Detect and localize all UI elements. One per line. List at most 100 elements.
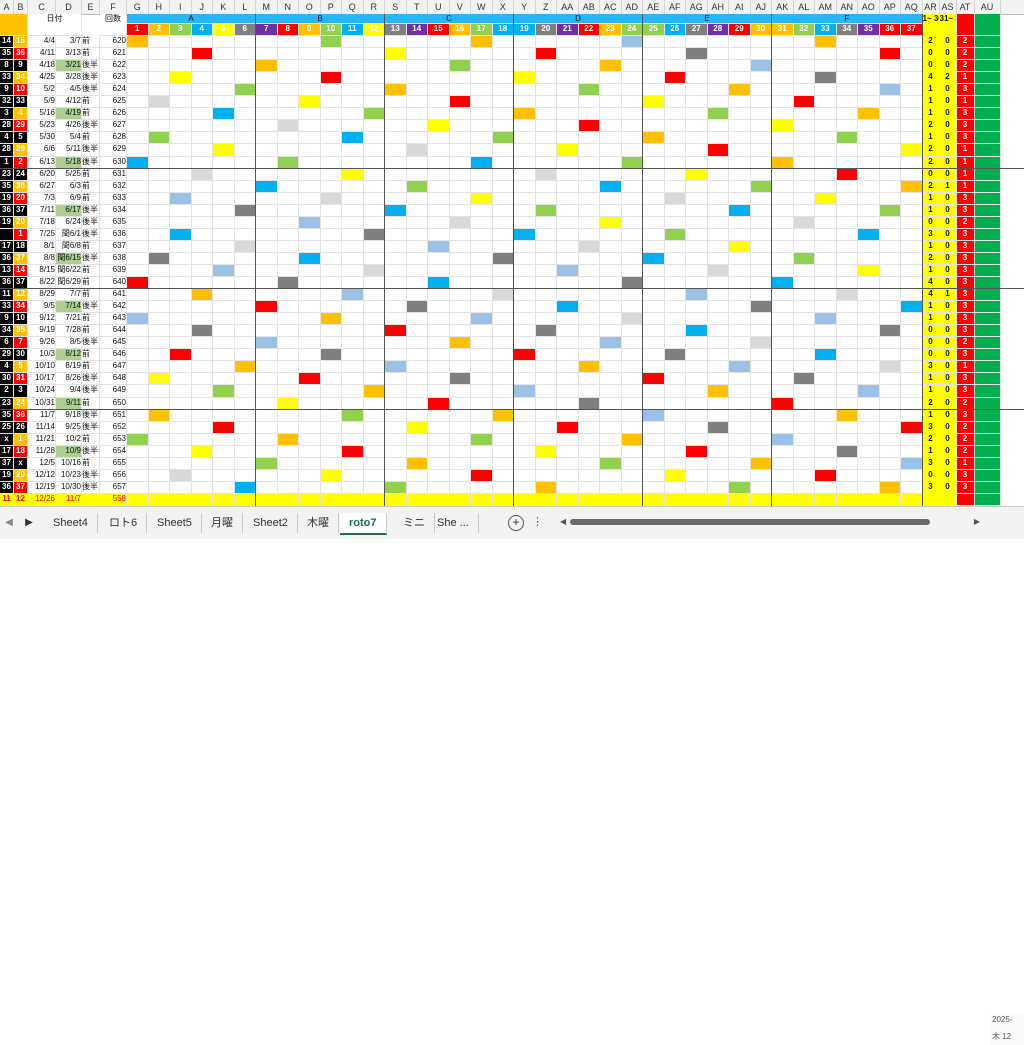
number-cell[interactable] [858, 469, 880, 482]
number-cell[interactable] [836, 493, 858, 506]
column-header-ac[interactable]: AC [600, 0, 622, 14]
number-cell[interactable] [836, 325, 858, 338]
number-cell[interactable] [342, 228, 364, 241]
number-cell[interactable] [643, 72, 665, 85]
number-cell[interactable] [406, 72, 428, 85]
number-cell[interactable] [363, 373, 385, 386]
number-cell[interactable] [686, 493, 708, 506]
row-count-at[interactable]: 2 [956, 445, 975, 458]
number-cell[interactable] [621, 421, 643, 434]
number-cell[interactable] [557, 301, 579, 314]
number-cell[interactable] [363, 469, 385, 482]
number-cell[interactable] [342, 204, 364, 217]
number-cell[interactable] [578, 349, 600, 362]
number-cell[interactable] [664, 240, 686, 253]
number-cell[interactable] [793, 144, 815, 157]
number-cell[interactable] [277, 108, 299, 121]
number-cell[interactable] [750, 361, 772, 374]
row-round[interactable]: 653 [100, 433, 127, 446]
number-cell[interactable] [836, 349, 858, 362]
number-cell[interactable] [557, 385, 579, 398]
row-a[interactable] [0, 228, 14, 241]
number-cell[interactable] [686, 289, 708, 302]
number-cell[interactable] [707, 337, 729, 350]
row-lunar-date[interactable]: 6/3 [56, 180, 82, 193]
number-cell[interactable] [643, 469, 665, 482]
number-cell[interactable] [729, 349, 751, 362]
number-cell[interactable] [320, 457, 342, 470]
column-header-t[interactable]: T [407, 0, 428, 14]
number-cell[interactable] [213, 469, 235, 482]
number-cell[interactable] [793, 132, 815, 145]
number-cell[interactable] [471, 289, 493, 302]
number-header-23[interactable]: 23 [600, 24, 622, 36]
row-round[interactable]: 623 [100, 72, 127, 85]
number-cell[interactable] [707, 180, 729, 193]
number-cell[interactable] [578, 192, 600, 205]
row-lunar-date[interactable]: 閏6/1 [56, 228, 82, 241]
number-cell[interactable] [707, 48, 729, 61]
row-count-1-30[interactable] [922, 493, 940, 506]
number-cell[interactable] [406, 373, 428, 386]
column-header-c[interactable]: C [28, 0, 56, 14]
number-cell[interactable] [234, 216, 256, 229]
number-cell[interactable] [256, 457, 278, 470]
row-count-31-37[interactable]: 0 [939, 108, 957, 121]
row-count-1-30[interactable]: 1 [922, 385, 940, 398]
number-cell[interactable] [686, 373, 708, 386]
number-cell[interactable] [901, 301, 923, 314]
row-au[interactable] [974, 120, 1001, 133]
number-cell[interactable] [492, 481, 514, 494]
number-cell[interactable] [772, 409, 794, 422]
number-cell[interactable] [643, 240, 665, 253]
number-cell[interactable] [234, 409, 256, 422]
number-cell[interactable] [428, 72, 450, 85]
number-cell[interactable] [299, 252, 321, 265]
number-cell[interactable] [535, 301, 557, 314]
number-cell[interactable] [342, 180, 364, 193]
number-cell[interactable] [686, 433, 708, 446]
row-half[interactable]: 後半 [82, 144, 100, 157]
number-cell[interactable] [213, 36, 235, 49]
number-cell[interactable] [557, 120, 579, 133]
row-count-31-37[interactable]: 0 [939, 421, 957, 434]
round-label[interactable]: 回数 [100, 14, 127, 36]
number-cell[interactable] [213, 457, 235, 470]
number-cell[interactable] [342, 108, 364, 121]
number-cell[interactable] [492, 313, 514, 326]
number-cell[interactable] [514, 325, 536, 338]
number-cell[interactable] [406, 313, 428, 326]
number-cell[interactable] [858, 60, 880, 73]
number-cell[interactable] [170, 385, 192, 398]
number-cell[interactable] [643, 481, 665, 494]
number-cell[interactable] [514, 385, 536, 398]
number-header-12[interactable]: 12 [363, 24, 385, 36]
number-cell[interactable] [772, 180, 794, 193]
number-cell[interactable] [277, 180, 299, 193]
number-cell[interactable] [600, 457, 622, 470]
number-cell[interactable] [385, 144, 407, 157]
number-cell[interactable] [514, 373, 536, 386]
number-cell[interactable] [406, 421, 428, 434]
row-count-at[interactable]: 3 [956, 240, 975, 253]
number-cell[interactable] [535, 216, 557, 229]
number-cell[interactable] [879, 252, 901, 265]
number-cell[interactable] [729, 409, 751, 422]
row-b[interactable]: 26 [14, 421, 28, 434]
number-cell[interactable] [514, 409, 536, 422]
row-b[interactable]: 36 [14, 409, 28, 422]
number-cell[interactable] [127, 108, 149, 121]
number-cell[interactable] [406, 264, 428, 278]
number-cell[interactable] [213, 180, 235, 193]
number-cell[interactable] [901, 469, 923, 482]
number-cell[interactable] [191, 96, 213, 109]
row-count-31-37[interactable] [939, 493, 957, 506]
number-cell[interactable] [707, 120, 729, 133]
row-round[interactable]: 647 [100, 361, 127, 374]
number-cell[interactable] [686, 337, 708, 350]
number-cell[interactable] [858, 180, 880, 193]
number-cell[interactable] [707, 228, 729, 241]
number-cell[interactable] [750, 60, 772, 73]
number-cell[interactable] [707, 144, 729, 157]
number-cell[interactable] [729, 469, 751, 482]
